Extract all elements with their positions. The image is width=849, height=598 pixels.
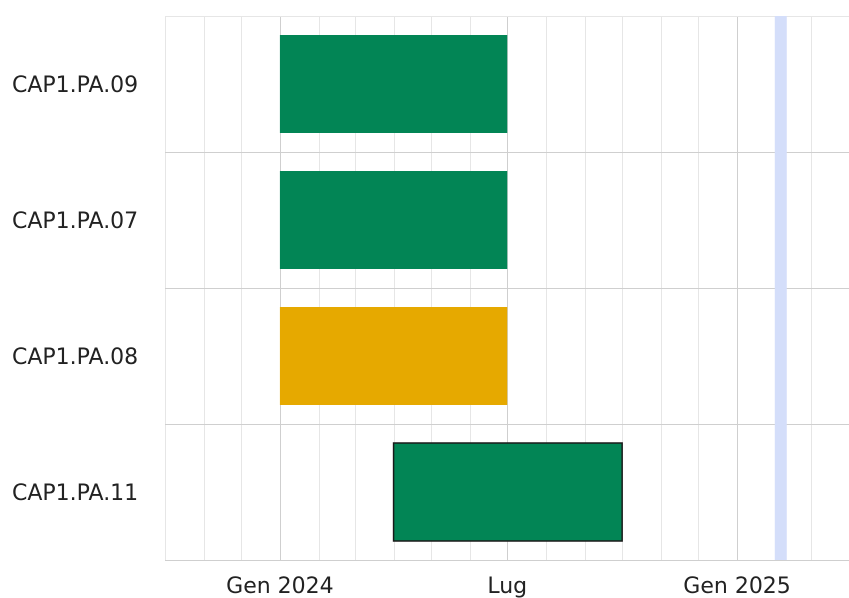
today-marker — [774, 16, 787, 560]
x-tick-label: Lug — [487, 574, 527, 598]
tick-label-layer: Gen 2024 Lug Gen 2025 — [226, 574, 791, 598]
gantt-bar[interactable] — [279, 171, 508, 269]
row-label: CAP1.PA.07 — [12, 209, 138, 234]
row-label: CAP1.PA.11 — [12, 481, 138, 506]
gantt-bar[interactable] — [392, 442, 623, 542]
row-label-layer: CAP1.PA.09 CAP1.PA.07 CAP1.PA.08 CAP1.PA.11 — [12, 73, 138, 506]
x-tick-label: Gen 2025 — [683, 574, 791, 598]
bar-layer — [279, 35, 623, 542]
x-tick-label: Gen 2024 — [226, 574, 334, 598]
row-label: CAP1.PA.09 — [12, 73, 138, 98]
today-marker-layer — [774, 16, 787, 560]
gantt-bar[interactable] — [279, 307, 508, 405]
gantt-bar[interactable] — [279, 35, 508, 133]
row-label: CAP1.PA.08 — [12, 345, 138, 370]
